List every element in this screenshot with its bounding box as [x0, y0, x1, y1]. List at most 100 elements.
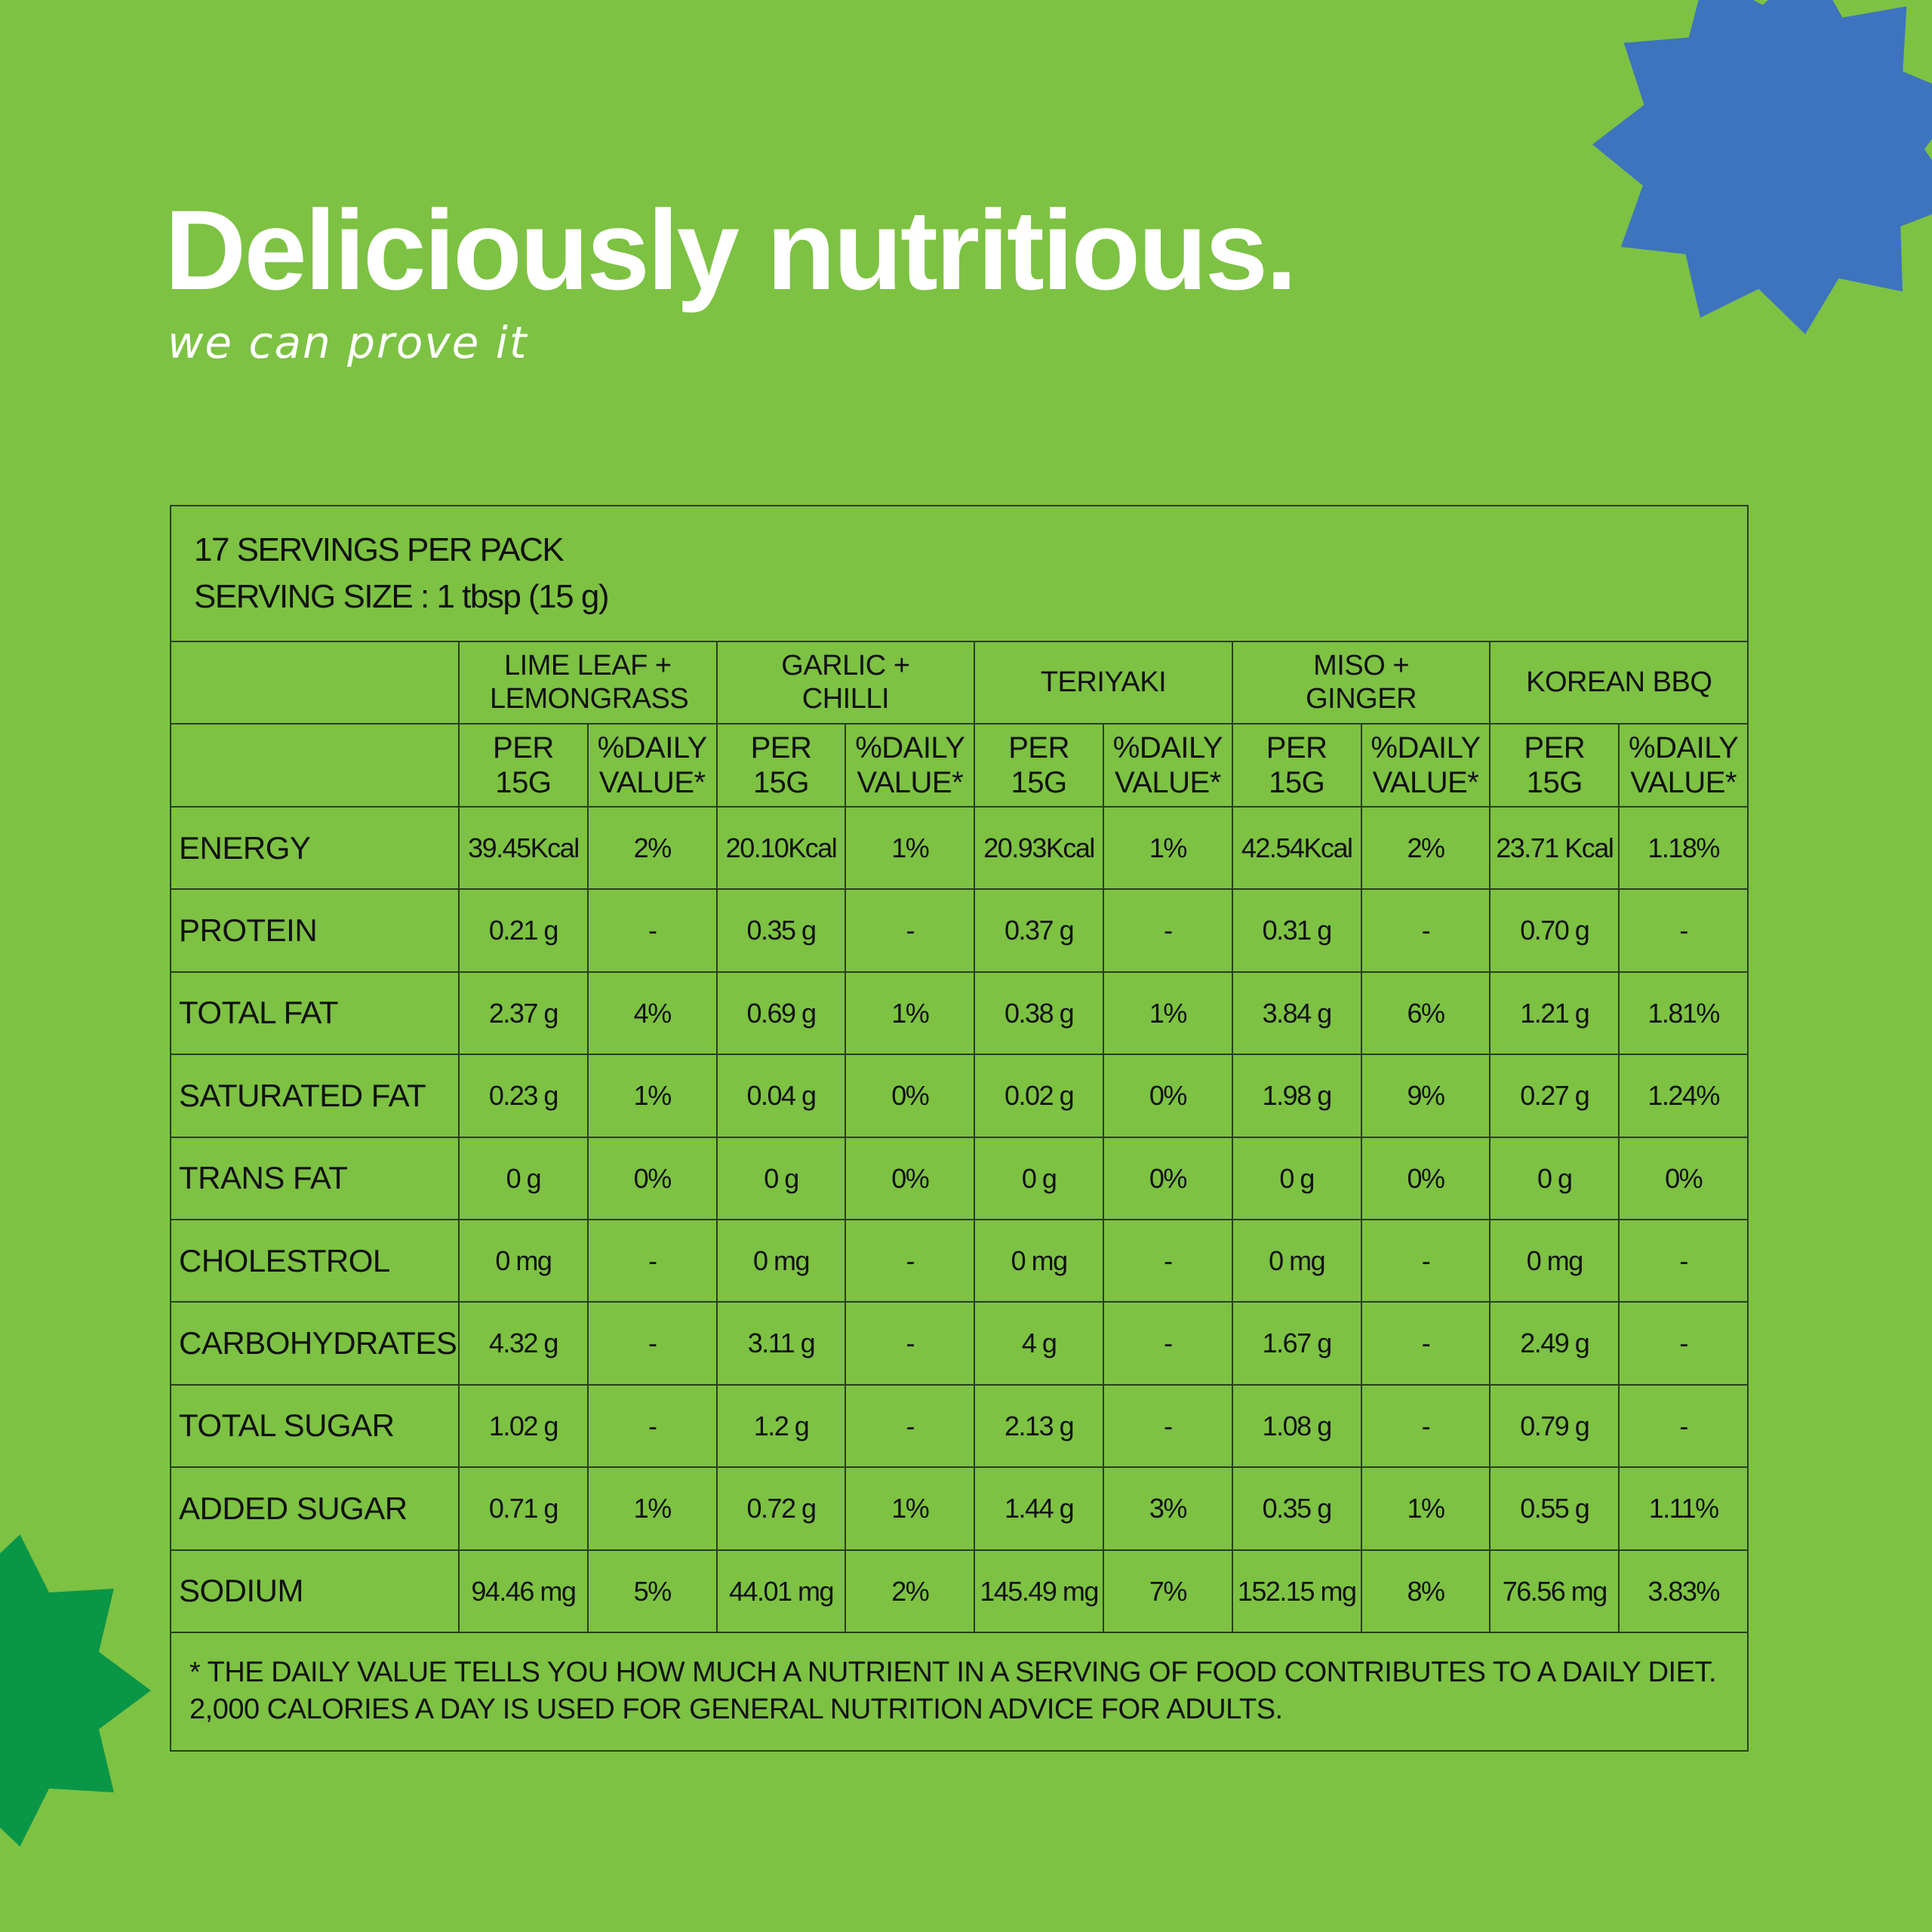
nutrient-value: 1.81%: [1618, 971, 1749, 1056]
nutrient-value: 1%: [1102, 805, 1233, 891]
nutrient-value: -: [586, 1218, 718, 1303]
nutrient-value: 0.37 g: [974, 888, 1104, 973]
blue-burst: [1592, 0, 1932, 334]
nutrient-value: -: [1102, 1218, 1233, 1303]
nutrient-value: -: [586, 1301, 718, 1386]
nutrient-value: 20.10Kcal: [715, 805, 847, 891]
flavor-header: GARLIC + CHILLI: [715, 641, 976, 724]
nutrient-value: 0 g: [1489, 1136, 1620, 1220]
nutrient-value: 1%: [844, 1466, 976, 1551]
serving-text: 17 SERVINGS PER PACK: [194, 531, 565, 569]
nutrient-value: 2%: [586, 805, 718, 891]
nutrient-label: CHOLESTROL: [170, 1218, 460, 1303]
nutrient-value: 9%: [1360, 1054, 1491, 1138]
nutrient-value: 0.27 g: [1489, 1054, 1620, 1138]
nutrient-row: SODIUM 94.46 mg 5% 44.01 mg 2% 145.49 mg 7% 152…: [170, 1549, 1749, 1633]
nutrient-value: 0.23 g: [458, 1054, 589, 1138]
nutrient-value: 1.21 g: [1489, 971, 1620, 1056]
nutrient-value: 0%: [844, 1054, 976, 1138]
nutrient-value: 0 mg: [715, 1218, 847, 1303]
nutrient-value: 1%: [844, 805, 976, 891]
nutrient-value: 1%: [1102, 971, 1233, 1056]
nutrient-value: -: [1102, 1301, 1233, 1386]
nutrient-value: 0 g: [458, 1136, 589, 1220]
flavor-header: MISO + GINGER: [1231, 641, 1491, 724]
nutrient-value: 0.02 g: [974, 1054, 1104, 1138]
nutrient-value: 3%: [1102, 1466, 1233, 1551]
nutrient-value: 0.04 g: [715, 1054, 847, 1138]
nutrient-value: 0%: [1102, 1136, 1233, 1220]
nutrient-value: 5%: [586, 1549, 718, 1633]
nutrient-value: -: [844, 888, 976, 973]
nutrient-value: 0 mg: [974, 1218, 1104, 1303]
nutrient-row: PROTEIN 0.21 g -0.35 g -0.37 g -0.31 g -0.70 …: [170, 888, 1749, 973]
nutrient-value: 1.18%: [1618, 805, 1749, 891]
nutrient-value: 0.38 g: [974, 971, 1104, 1056]
nutrient-value: 0 mg: [458, 1218, 589, 1303]
nutrient-value: 0.70 g: [1489, 888, 1620, 973]
nutrient-value: 7%: [1102, 1549, 1233, 1633]
nutrient-label: CARBOHYDRATES: [170, 1301, 460, 1386]
nutrient-value: 6%: [1360, 971, 1491, 1056]
nutrient-value: 0 mg: [1489, 1218, 1620, 1303]
nutrient-value: 3.84 g: [1231, 971, 1362, 1056]
nutrient-value: -: [1360, 888, 1491, 973]
column-header: PER 15G: [715, 723, 847, 808]
nutrient-value: 0.31 g: [1231, 888, 1362, 973]
nutrient-value: 1.98 g: [1231, 1054, 1362, 1138]
nutrient-value: 1%: [586, 1054, 718, 1138]
column-header: %DAILY VALUE*: [1360, 723, 1491, 808]
nutrient-value: 0%: [1102, 1054, 1233, 1138]
column-header: PER 15G: [458, 723, 589, 808]
nutrient-value: 0.69 g: [715, 971, 847, 1056]
nutrient-value: 0%: [1360, 1136, 1491, 1220]
column-header: %DAILY VALUE*: [1618, 723, 1749, 808]
nutrient-value: 1.2 g: [715, 1383, 847, 1469]
nutrient-value: 0 g: [1231, 1136, 1362, 1220]
column-header: PER 15G: [1489, 723, 1620, 808]
empty-cell: [170, 641, 460, 724]
column-header: %DAILY VALUE*: [844, 723, 976, 808]
column-header: PER 15G: [974, 723, 1104, 808]
flavor-header: KOREAN BBQ: [1489, 641, 1749, 724]
nutrient-row: CARBOHYDRATES 4.32 g -3.11 g-4 g -1.67 g -2.…: [170, 1301, 1749, 1386]
column-header: PER 15G: [1231, 723, 1362, 808]
nutrient-value: 44.01 mg: [715, 1549, 847, 1633]
footnote-row: * THE DAILY VALUE TELLS YOU HOW MUCH A N…: [169, 1631, 1749, 1752]
flavor-row: LIME LEAF + LEMONGRASS GARLIC + CHILLI TER…: [170, 641, 1749, 724]
nutrient-label: ADDED SUGAR: [170, 1466, 460, 1551]
nutrient-value: 0.72 g: [715, 1466, 847, 1551]
nutrient-value: 1.24%: [1618, 1054, 1749, 1138]
nutrient-value: 76.56 mg: [1489, 1549, 1620, 1633]
nutrient-label: TRANS FAT: [170, 1136, 460, 1220]
serving-info: 17 SERVINGS PER PACK SERVING SIZE : 1 tbs…: [169, 505, 1749, 642]
nutrient-value: -: [844, 1383, 976, 1469]
nutrient-value: 0 g: [974, 1136, 1104, 1220]
nutrient-value: 1%: [586, 1466, 718, 1551]
nutrient-value: 23.71 Kcal: [1489, 805, 1620, 891]
nutrient-label: PROTEIN: [170, 888, 460, 973]
nutrient-value: -: [1618, 1218, 1749, 1303]
nutrient-value: 4.32 g: [458, 1301, 589, 1386]
nutrient-value: 0.35 g: [1231, 1466, 1362, 1551]
nutrient-value: 145.49 mg: [974, 1549, 1104, 1633]
nutrient-value: 8%: [1360, 1549, 1491, 1633]
nutrient-row: ENERGY 39.45Kcal 2% 20.10Kcal 1% 20.93Kcal 1% 4…: [170, 805, 1749, 891]
nutrient-value: 152.15 mg: [1231, 1549, 1362, 1633]
nutrient-value: 2.49 g: [1489, 1301, 1620, 1386]
column-header: %DAILY VALUE*: [586, 723, 718, 808]
nutrient-value: 4%: [586, 971, 718, 1056]
nutrient-value: 1.11%: [1618, 1466, 1749, 1551]
nutrient-value: 2%: [844, 1549, 976, 1633]
nutrient-row: TRANS FAT 0 g 0% 0 g 0% 0 g 0% 0 g 0% 0 g 0%: [170, 1136, 1749, 1220]
nutrient-value: 0.21 g: [458, 888, 589, 973]
nutrient-value: 0 g: [715, 1136, 847, 1220]
nutrient-label: TOTAL FAT: [170, 971, 460, 1056]
nutrient-value: -: [1102, 888, 1233, 973]
flavor-header: TERIYAKI: [974, 641, 1233, 724]
nutrient-value: 1.44 g: [974, 1466, 1104, 1551]
nutrient-value: -: [1102, 1383, 1233, 1469]
nutrient-value: -: [844, 1301, 976, 1386]
nutrient-value: 1.02 g: [458, 1383, 589, 1469]
